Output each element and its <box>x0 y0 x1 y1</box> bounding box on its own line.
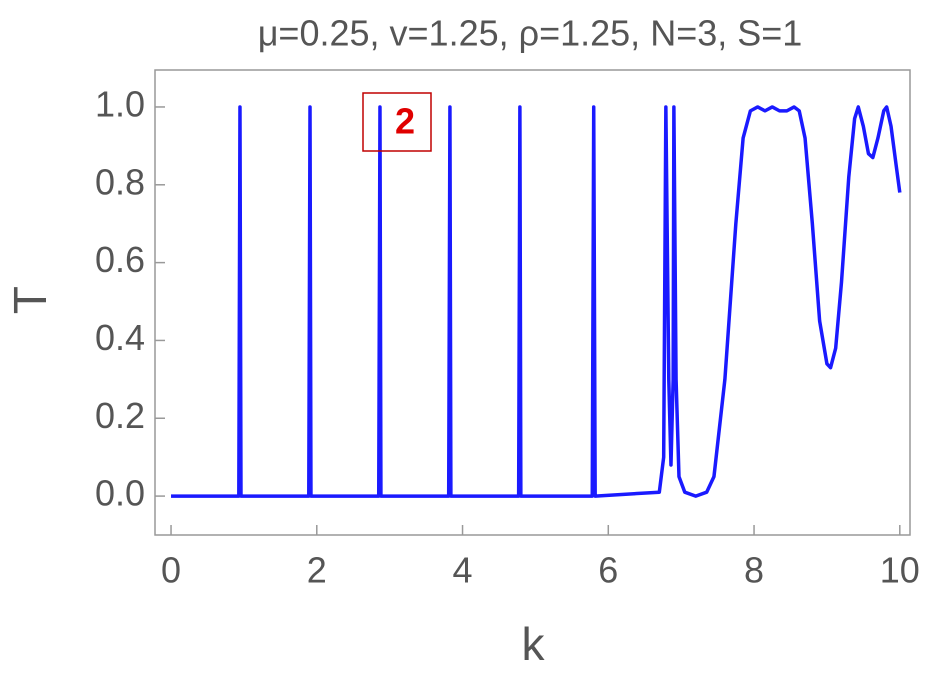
annotation: 2 <box>395 101 415 142</box>
annotation-box <box>362 92 432 152</box>
y-axis-label: T <box>4 286 56 314</box>
y-tick-label: 1.0 <box>95 83 145 124</box>
x-tick-label: 8 <box>744 550 764 591</box>
chart-title: μ=0.25, v=1.25, ρ=1.25, N=3, S=1 <box>258 13 803 54</box>
y-tick-label: 0.0 <box>95 473 145 514</box>
series-line <box>171 105 902 498</box>
x-tick-label: 10 <box>880 550 920 591</box>
x-tick-label: 2 <box>307 550 327 591</box>
y-tick-label: 0.6 <box>95 239 145 280</box>
x-tick-label: 6 <box>598 550 618 591</box>
x-axis-label: k <box>522 618 546 670</box>
x-tick-label: 0 <box>161 550 181 591</box>
x-tick-label: 4 <box>453 550 473 591</box>
y-tick-label: 0.2 <box>95 395 145 436</box>
plot-frame <box>154 69 911 536</box>
y-tick-label: 0.4 <box>95 317 145 358</box>
y-tick-label: 0.8 <box>95 161 145 202</box>
